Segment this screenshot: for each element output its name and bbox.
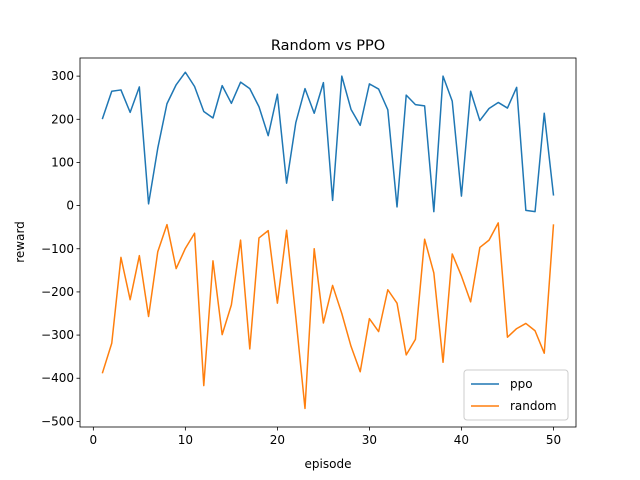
- x-tick-label: 20: [270, 433, 285, 447]
- x-tick-label: 50: [546, 433, 561, 447]
- y-tick-label: 100: [51, 155, 74, 169]
- y-tick-label: 300: [51, 69, 74, 83]
- y-tick-label: −400: [41, 371, 74, 385]
- x-tick-label: 30: [362, 433, 377, 447]
- y-tick-label: 0: [66, 199, 74, 213]
- x-tick-label: 40: [454, 433, 469, 447]
- y-tick-label: −500: [41, 414, 74, 428]
- legend-label-ppo: ppo: [510, 377, 533, 391]
- y-tick-label: 200: [51, 112, 74, 126]
- series-line-ppo: [101, 71, 555, 213]
- series-line-random: [101, 222, 555, 410]
- x-axis-label: episode: [305, 457, 352, 471]
- chart-title: Random vs PPO: [271, 38, 385, 54]
- legend-label-random: random: [510, 399, 557, 413]
- y-tick-label: −300: [41, 328, 74, 342]
- plot-frame: [79, 57, 577, 428]
- legend-box: [463, 369, 569, 421]
- x-axis: 0 10 20 30 40 50: [90, 427, 561, 447]
- legend: ppo random: [463, 369, 569, 421]
- y-tick-label: −200: [41, 285, 74, 299]
- y-axis: −500 −400 −300 −200 −100 0 100 200 300: [41, 69, 80, 428]
- x-tick-label: 0: [90, 433, 98, 447]
- plot-lines: [101, 71, 555, 410]
- x-tick-label: 10: [178, 433, 193, 447]
- y-tick-label: −100: [41, 242, 74, 256]
- y-axis-label: reward: [13, 221, 27, 263]
